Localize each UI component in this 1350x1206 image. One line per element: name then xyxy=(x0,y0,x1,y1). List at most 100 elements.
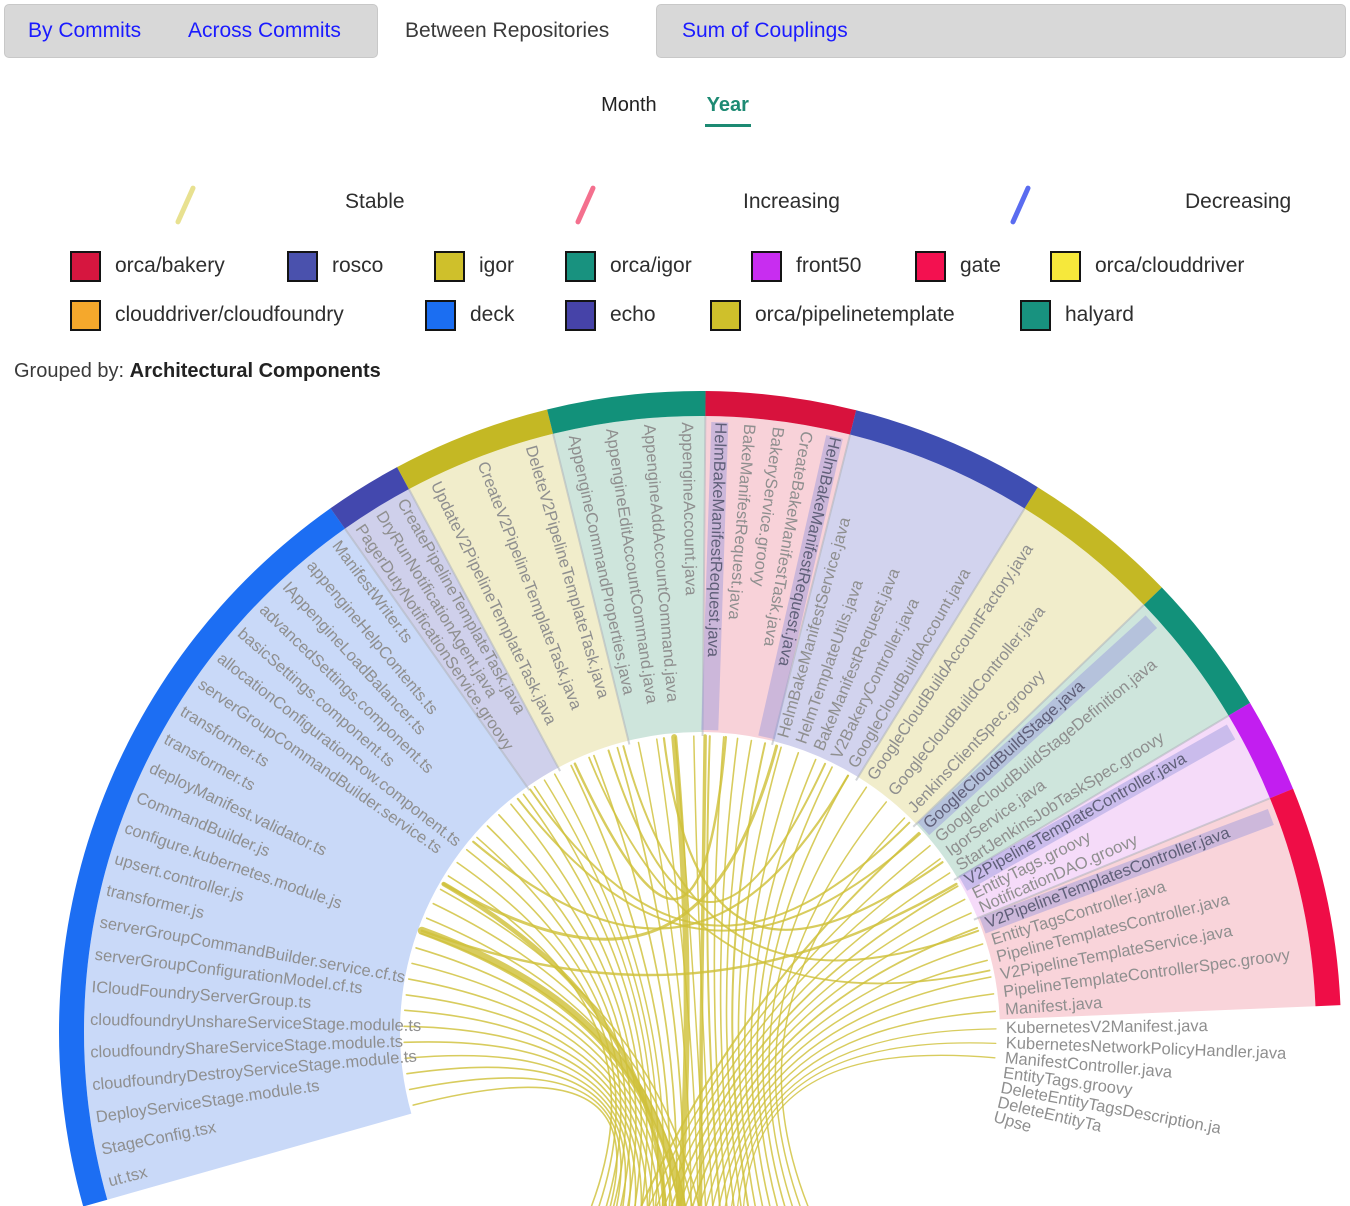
coupling-edge xyxy=(780,817,906,1206)
legend-swatch xyxy=(70,299,101,331)
trend-legend: Stable Increasing Decreasing xyxy=(0,175,1350,235)
file-label[interactable]: AppengineAccount.java xyxy=(678,422,700,597)
legend-label: halyard xyxy=(1065,303,1134,326)
wedge-separator xyxy=(855,486,1039,781)
coupling-edges xyxy=(403,734,997,1206)
arc-rosco[interactable] xyxy=(850,410,1038,509)
legend-swatch xyxy=(565,250,596,282)
coupling-edge xyxy=(498,814,637,1206)
coupling-edge xyxy=(573,735,728,901)
legend-label: rosco xyxy=(332,254,384,277)
legend-label: front50 xyxy=(796,254,862,277)
highlight-band xyxy=(979,809,1274,934)
coupling-edge xyxy=(472,774,850,930)
coupling-edge xyxy=(570,764,671,1206)
legend-swatch xyxy=(425,299,456,331)
tab-sum-of-couplings[interactable]: Sum of Couplings xyxy=(682,19,848,42)
coupling-edge xyxy=(719,737,739,1206)
legend-swatch xyxy=(1050,250,1081,282)
wedge-separator xyxy=(973,787,1294,921)
trend-label-stable: Stable xyxy=(345,190,405,213)
coupling-edge xyxy=(510,803,643,1206)
legend-label: igor xyxy=(479,254,515,277)
file-label[interactable]: KubernetesV2Manifest.java xyxy=(1006,1017,1209,1037)
coupling-edge xyxy=(774,801,888,1206)
arc-echo[interactable] xyxy=(330,467,409,529)
period-toggle: Month Year xyxy=(0,94,1350,127)
legend-label: orca/igor xyxy=(610,254,692,277)
legend-swatch xyxy=(915,250,946,282)
arc-orca-pipelinetemplate[interactable] xyxy=(397,409,554,490)
coupling-edge xyxy=(543,779,659,1206)
trend-label-decreasing: Decreasing xyxy=(1185,190,1292,213)
coupling-edge xyxy=(529,788,911,927)
coupling-edge xyxy=(533,785,654,1206)
legend-label: echo xyxy=(610,303,656,326)
legend-item-gate: gate xyxy=(915,250,1001,282)
arc-orca-bakery[interactable] xyxy=(705,391,857,435)
trend-label-increasing: Increasing xyxy=(743,190,840,213)
coupling-edge xyxy=(693,735,714,1206)
coupling-edge xyxy=(677,898,966,1206)
arc-front50[interactable] xyxy=(1228,702,1294,799)
coupling-edge xyxy=(441,881,667,1206)
legend-swatch xyxy=(434,250,465,282)
arc-gate[interactable] xyxy=(1269,788,1341,1007)
legend-swatch xyxy=(751,250,782,282)
coupling-edge xyxy=(607,749,827,903)
wedge-separator xyxy=(771,410,858,746)
wedge-gate xyxy=(977,798,1316,1020)
coupling-edge xyxy=(737,1042,997,1206)
coupling-edge xyxy=(420,882,958,977)
coupling-edge xyxy=(408,1077,622,1206)
coupling-edge xyxy=(417,926,687,1206)
coupling-edge xyxy=(622,745,980,962)
grouped-by-value: Architectural Components xyxy=(129,360,381,382)
coupling-edge xyxy=(442,744,779,941)
wedge-fills xyxy=(83,416,1316,1200)
legend-item-igor: igor xyxy=(434,250,514,282)
arc-deck[interactable] xyxy=(59,508,345,1206)
period-option-year[interactable]: Year xyxy=(704,94,751,127)
coupling-edge xyxy=(724,1010,997,1206)
legend-label: deck xyxy=(470,303,515,326)
repo-arcs xyxy=(59,391,1341,1206)
legend-label: clouddriver/cloudfoundry xyxy=(115,303,344,326)
legend-item-orca-igor: orca/igor xyxy=(565,250,692,282)
coupling-edge xyxy=(725,739,753,1206)
tab-between-repositories[interactable]: Between Repositories xyxy=(405,19,610,42)
coupling-edge xyxy=(403,1009,649,1206)
coupling-edge xyxy=(648,844,931,1206)
legend-swatch xyxy=(710,299,741,331)
tab-bar: By Commits Across Commits Between Reposito… xyxy=(0,0,1350,62)
tab-by-commits[interactable]: By Commits xyxy=(28,19,142,42)
coupling-edge xyxy=(744,752,800,1206)
wedge-separator xyxy=(546,409,631,745)
coupling-edge xyxy=(713,736,728,1206)
highlight-band xyxy=(701,422,729,731)
coupling-edge xyxy=(662,737,944,931)
coupling-edge xyxy=(737,746,782,1206)
legend-label: gate xyxy=(960,254,1001,277)
coupling-edge xyxy=(403,1041,637,1206)
tab-across-commits[interactable]: Across Commits xyxy=(188,19,341,42)
coupling-edge xyxy=(593,754,678,1206)
coupling-edge xyxy=(404,1054,632,1206)
legend-item-echo: echo xyxy=(565,299,656,331)
tab-bar-segment-left xyxy=(4,4,378,58)
coupling-edge xyxy=(756,766,833,1206)
highlight-band xyxy=(758,435,843,740)
legend-item-orca-bakery: orca/bakery xyxy=(70,250,225,282)
coupling-edge xyxy=(698,943,984,1206)
arc-halyard[interactable] xyxy=(547,391,706,434)
coupling-edge xyxy=(522,793,648,1206)
arc-orca-igor[interactable] xyxy=(1143,587,1251,716)
arc-igor[interactable] xyxy=(1024,487,1162,605)
legend-item-orca-pipelinetemplate: orca/pipelinetemplate xyxy=(710,299,955,331)
increasing-line-icon xyxy=(574,184,597,226)
wedge-deck xyxy=(83,528,528,1200)
period-option-month[interactable]: Month xyxy=(601,94,657,116)
coupling-chart: ut.tsxStageConfig.tsxDeployServiceStage.… xyxy=(59,391,1341,1206)
stable-line-icon xyxy=(174,184,197,226)
coupling-edge xyxy=(718,993,995,1206)
